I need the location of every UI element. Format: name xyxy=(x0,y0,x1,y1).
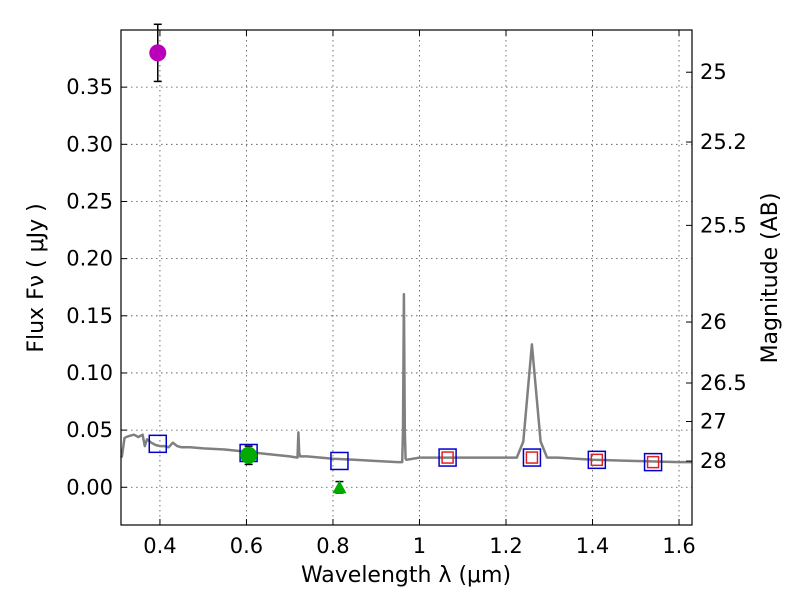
photometry-square-marker xyxy=(522,448,542,467)
photometry-square-marker xyxy=(441,451,454,464)
x-axis-label: Wavelength λ (μm) xyxy=(301,563,511,588)
photometry-square-marker xyxy=(525,451,539,464)
photometry-square-marker xyxy=(330,451,349,471)
y-axis-label: Flux Fν ( μJy ) xyxy=(24,203,49,352)
photometry-square-marker xyxy=(643,452,663,472)
data-point-circle xyxy=(149,44,167,62)
magnitude-tick-label: 26 xyxy=(700,310,727,334)
x-tick-label: 1.4 xyxy=(576,534,609,558)
photometry-square-marker xyxy=(148,434,168,454)
magnitude-tick-label: 26.5 xyxy=(700,371,747,395)
photometry-square-marker xyxy=(646,455,660,469)
magnitude-axis-ticks: 25 25.2 25.5 26 26.5 27 28 xyxy=(686,60,747,473)
y-tick-label: 0.10 xyxy=(66,361,113,385)
marker-layer xyxy=(148,23,663,494)
x-tick-label: 0.8 xyxy=(316,534,349,558)
y-tick-label: 0.20 xyxy=(66,247,113,271)
y-tick-label: 0.35 xyxy=(66,75,113,99)
grid xyxy=(121,30,692,525)
plot-frame xyxy=(120,29,693,526)
upper-limit-triangle xyxy=(332,480,347,494)
y-tick-label: 0.15 xyxy=(66,304,113,328)
data-point-circle xyxy=(240,446,258,464)
y-axis-ticks: 0.00 0.05 0.10 0.15 0.20 0.25 0.30 0.35 xyxy=(66,75,127,499)
x-tick-label: 0.4 xyxy=(143,534,176,558)
x-tick-label: 1.6 xyxy=(662,534,695,558)
x-axis-ticks: 0.4 0.6 0.8 1 1.2 1.4 1.6 xyxy=(143,30,696,558)
magnitude-axis-label: Magnitude (AB) xyxy=(758,193,783,364)
sed-line-layer xyxy=(119,292,692,464)
x-tick-label: 0.6 xyxy=(230,534,263,558)
y-tick-label: 0.30 xyxy=(66,132,113,156)
magnitude-tick-label: 25.2 xyxy=(700,130,747,154)
sed-model-line xyxy=(119,292,692,464)
y-tick-label: 0.00 xyxy=(66,475,113,499)
magnitude-tick-label: 27 xyxy=(700,409,727,433)
magnitude-tick-label: 28 xyxy=(700,449,727,473)
x-tick-label: 1.2 xyxy=(489,534,522,558)
y-tick-label: 0.05 xyxy=(66,418,113,442)
photometry-square-marker xyxy=(587,450,607,470)
photometry-square-marker xyxy=(590,453,604,467)
magnitude-tick-label: 25.5 xyxy=(700,213,747,237)
x-tick-label: 1 xyxy=(413,534,426,558)
y-tick-label: 0.25 xyxy=(66,189,113,213)
magnitude-tick-label: 25 xyxy=(700,60,727,84)
photometry-square-marker xyxy=(438,448,457,467)
